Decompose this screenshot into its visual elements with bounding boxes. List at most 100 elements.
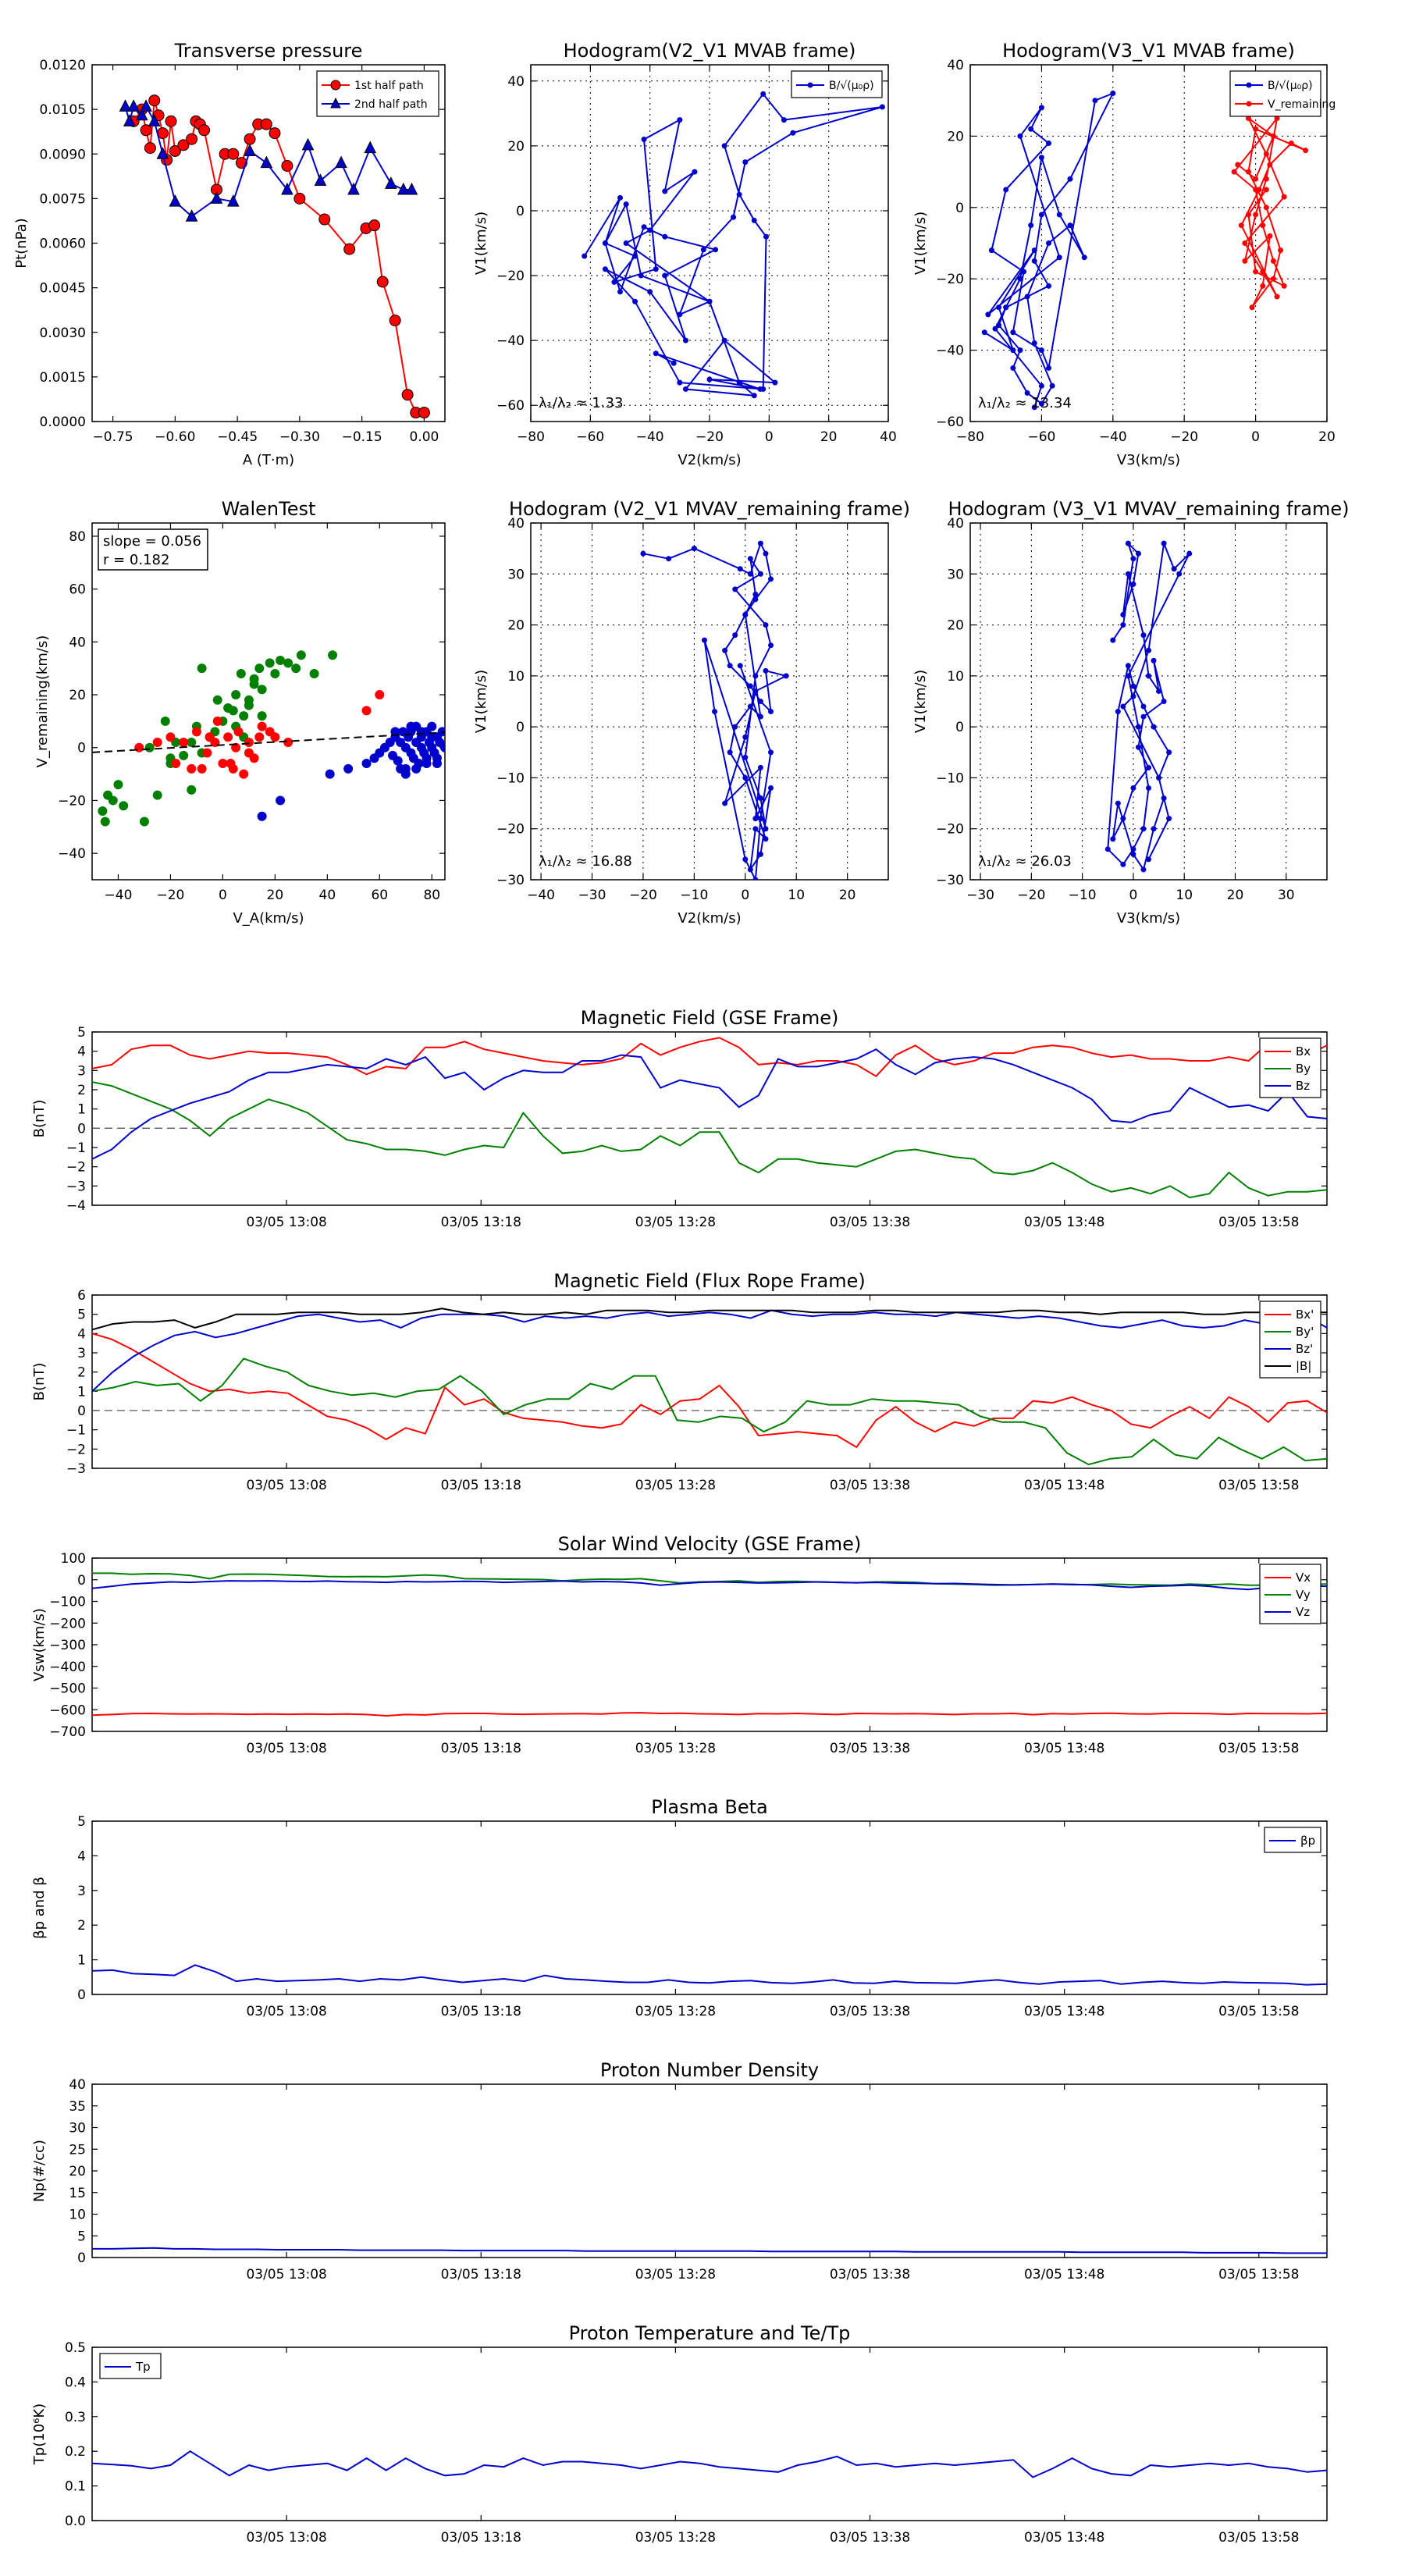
y-tick-label: 3 [77, 1884, 86, 1899]
data-point [1253, 126, 1259, 132]
data-point [156, 147, 169, 159]
data-point [1031, 258, 1037, 264]
x-tick-label: 03/05 13:38 [830, 2267, 910, 2282]
y-tick-label: 0.0030 [40, 326, 86, 341]
data-point [713, 247, 719, 253]
legend-label: Vy [1296, 1588, 1311, 1602]
x-tick-label: 03/05 13:18 [441, 1741, 521, 1756]
stats-box [98, 528, 208, 571]
data-point [1028, 126, 1034, 132]
y-tick-label: 10 [69, 2208, 86, 2223]
y-tick-label: 40 [69, 635, 86, 650]
y-axis-label: Tp(10⁶K) [31, 2403, 48, 2465]
x-tick-label: 03/05 13:08 [246, 1741, 326, 1756]
x-tick-label: −20 [1170, 429, 1198, 445]
series-line [92, 1081, 1327, 1199]
y-axis-label: Np(#/cc) [31, 2140, 48, 2202]
plot-frame [969, 522, 1328, 881]
data-point [768, 785, 774, 791]
x-tick-label: 03/05 13:08 [246, 2004, 326, 2019]
data-point [291, 664, 301, 674]
legend-label: B/√(μ₀ρ) [829, 80, 874, 92]
series-line [984, 91, 1115, 408]
x-tick-label: 03/05 13:28 [635, 1215, 716, 1230]
data-point [325, 769, 335, 779]
y-axis-label: Vsw(km/s) [31, 1608, 48, 1681]
data-point [1253, 269, 1259, 275]
y-tick-label: 0 [77, 2250, 86, 2266]
data-point [757, 851, 763, 857]
series-1st half path [127, 94, 430, 419]
data-point [737, 663, 743, 669]
chart-title: Hodogram(V3_V1 MVAB frame) [1002, 40, 1295, 62]
data-point [1010, 365, 1016, 371]
chart-walen: WalenTest −40 −20 0 20 40 60 80 V_remaining(km/s… [34, 498, 446, 927]
data-point [1303, 148, 1309, 154]
x-tick-label: 03/05 13:38 [830, 1478, 910, 1493]
series-line [1107, 540, 1190, 872]
data-point [763, 667, 769, 674]
x-axis-label: V2(km/s) [678, 452, 741, 468]
data-point [1140, 866, 1147, 873]
data-point [1135, 724, 1141, 730]
x-tick-label: 03/05 13:48 [1024, 1478, 1104, 1493]
series-Bx [92, 1037, 1327, 1077]
data-point [996, 322, 1002, 329]
data-point [1130, 851, 1136, 857]
x-tick-label: 03/05 13:58 [1218, 2004, 1299, 2019]
x-tick-label: 03/05 13:48 [1024, 2530, 1104, 2546]
y-tick-label: 100 [61, 1551, 86, 1567]
y-tick-label: −40 [58, 846, 86, 862]
data-point [171, 759, 181, 769]
plot-frame [969, 64, 1328, 422]
x-tick-label: 03/05 13:58 [1218, 2267, 1299, 2282]
data-point [1056, 254, 1062, 261]
data-point [763, 622, 769, 628]
data-point [1130, 556, 1136, 562]
data-point [244, 133, 256, 145]
data-point [405, 182, 418, 195]
series-line [92, 1357, 1327, 1466]
data-point [752, 673, 759, 679]
data-point [1130, 581, 1136, 587]
x-tick-label: −40 [105, 888, 133, 903]
data-point [757, 386, 763, 392]
data-point [343, 243, 356, 255]
data-point [335, 155, 347, 169]
data-point [752, 591, 759, 597]
series-B/√(μ₀ρ) [582, 91, 885, 399]
data-point [1253, 187, 1259, 193]
x-tick-label: 03/05 13:38 [830, 1741, 910, 1756]
data-point [1024, 390, 1030, 396]
y-tick-label: −20 [496, 269, 525, 284]
y-tick-label: 35 [69, 2099, 86, 2115]
chart-title: Hodogram (V2_V1 MVAV_remaining frame) [509, 498, 910, 520]
data-point [981, 329, 987, 336]
data-point [763, 826, 769, 832]
data-point [265, 658, 275, 668]
data-point [1017, 133, 1023, 139]
data-point [427, 732, 437, 742]
x-tick-label: 03/05 13:58 [1218, 2530, 1299, 2546]
legend-marker [1246, 101, 1252, 107]
y-tick-label: −20 [936, 822, 964, 838]
chart-title: WalenTest [222, 498, 316, 520]
data-point [397, 182, 410, 195]
data-point [1125, 571, 1131, 577]
legend-marker [330, 97, 341, 109]
data-point [691, 546, 697, 552]
y-tick-label: 5 [77, 1308, 86, 1323]
y-tick-label: 1 [77, 1384, 86, 1400]
x-tick-label: 10 [1176, 888, 1193, 903]
data-point [1161, 540, 1167, 546]
series-Vx [92, 1712, 1327, 1717]
data-point [1238, 222, 1244, 229]
data-point [1115, 709, 1121, 715]
chart-title: Plasma Beta [651, 1796, 767, 1818]
x-tick-label: −20 [156, 888, 184, 903]
chart-tp: Transverse pressure 0.0000 0.0015 0.0030 0.0… [13, 40, 446, 468]
legend-marker [330, 80, 341, 91]
data-point [1146, 647, 1151, 653]
data-point [254, 732, 265, 742]
data-point [1135, 550, 1141, 557]
